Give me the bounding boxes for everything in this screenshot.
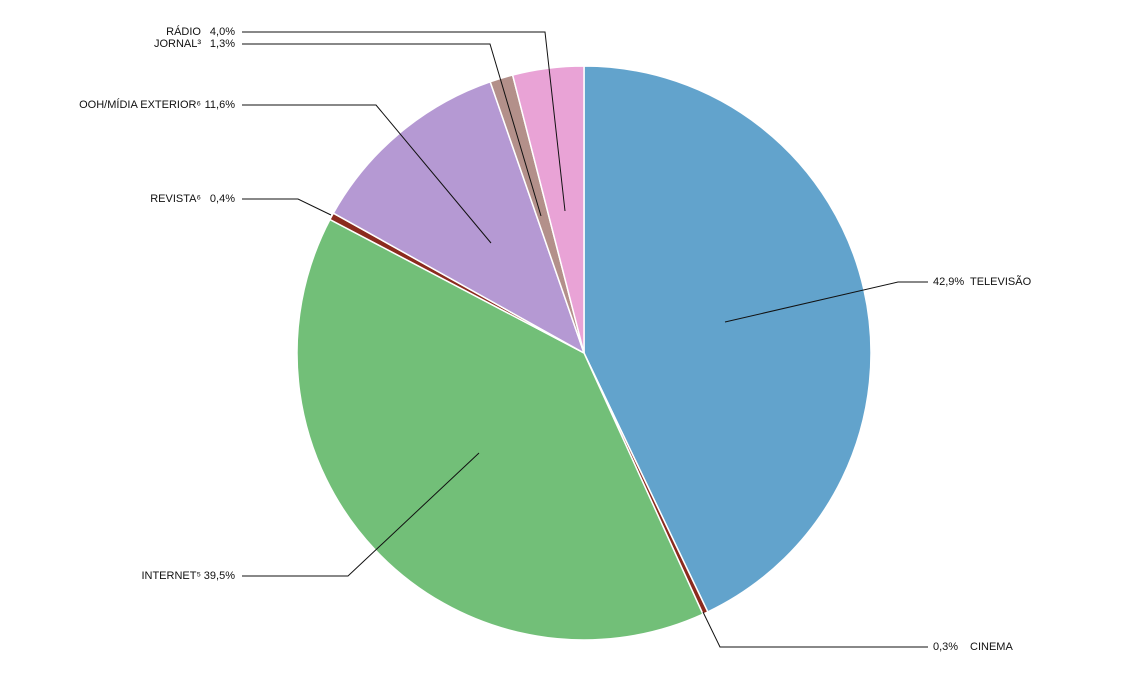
value-label: 1,3%: [210, 38, 235, 50]
category-label: TELEVISÃO: [970, 275, 1032, 288]
leader-line: [702, 611, 928, 648]
leader-line: [242, 43, 542, 217]
category-label: REVISTA⁶: [150, 193, 201, 205]
value-label: 0,4%: [210, 193, 235, 205]
category-label: OOH/MÍDIA EXTERIOR⁶: [79, 98, 201, 111]
pie-slice: [511, 65, 585, 354]
pie: [296, 65, 872, 641]
category-label: RÁDIO: [166, 25, 201, 38]
category-label: JORNAL³: [154, 38, 201, 50]
category-label: CINEMA: [970, 641, 1013, 653]
value-label: 39,5%: [204, 570, 235, 582]
value-label: 0,3%: [933, 641, 958, 653]
labels: 42,9% TELEVISÃO 0,3% CINEMA 39,5%INTERNET⁵ 0,…: [79, 25, 1031, 653]
value-label: 4,0%: [210, 26, 235, 38]
leader-line: [242, 198, 332, 216]
leader-line: [242, 31, 566, 212]
leader-line: [724, 281, 928, 323]
value-label: 42,9%: [933, 276, 964, 288]
leader-line: [242, 452, 480, 577]
leader-line: [242, 104, 492, 244]
category-label: INTERNET⁵: [141, 570, 201, 582]
value-label: 11,6%: [205, 99, 236, 111]
